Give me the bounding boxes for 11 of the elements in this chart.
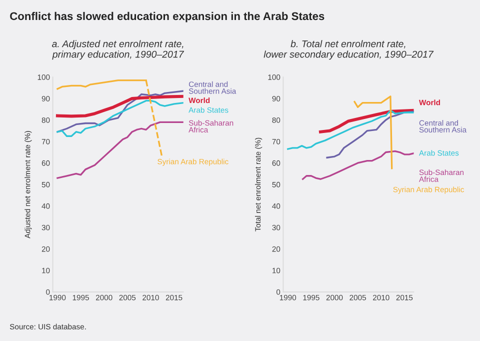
line-series [318, 108, 414, 134]
line-series [56, 94, 184, 118]
chart-title: Conflict has slowed education expansion in the Arab States [10, 12, 324, 22]
line-series [56, 100, 184, 137]
line-series [302, 150, 414, 180]
line-series [287, 110, 414, 150]
chart-subtitle: b. Total net enrolment rate, lower secondary education, 1990–2017 [264, 40, 434, 60]
line-series [354, 96, 393, 170]
line-series [326, 110, 414, 158]
line-series [56, 90, 184, 133]
chart-subtitle: a. Adjusted net enrolment rate, primary education, 1990–2017 [52, 40, 184, 60]
